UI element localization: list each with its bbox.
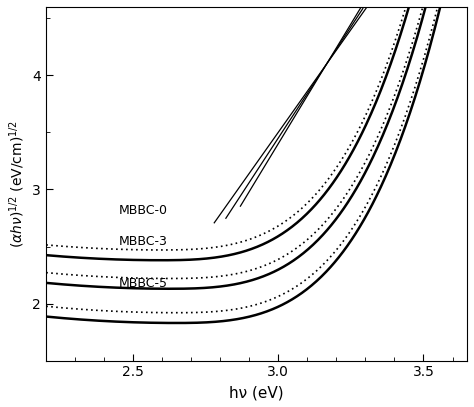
Text: MBBC-5: MBBC-5 (118, 276, 167, 289)
Y-axis label: $(\alpha h\nu)^{1/2}$ (eV/cm)$^{1/2}$: $(\alpha h\nu)^{1/2}$ (eV/cm)$^{1/2}$ (7, 120, 27, 248)
X-axis label: hν (eV): hν (eV) (229, 385, 284, 400)
Text: MBBC-0: MBBC-0 (118, 204, 167, 217)
Text: MBBC-3: MBBC-3 (118, 236, 167, 249)
